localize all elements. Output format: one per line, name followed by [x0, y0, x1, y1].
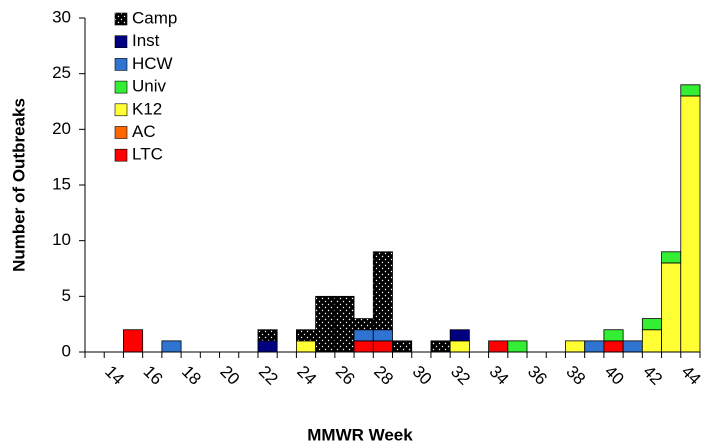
- y-tick-label: 10: [52, 230, 71, 249]
- x-tick-label: 42: [639, 362, 666, 389]
- legend-label: Univ: [132, 77, 167, 96]
- bar-segment: [161, 340, 182, 353]
- x-tick-label: 28: [370, 362, 397, 389]
- y-tick-label: 20: [52, 119, 71, 138]
- bar-segment: [353, 329, 374, 342]
- x-tick-label: 20: [216, 362, 243, 389]
- x-axis-label: MMWR Week: [307, 425, 413, 444]
- legend-swatch: [114, 148, 128, 162]
- legend-swatch: [114, 58, 128, 71]
- legend-label: AC: [132, 122, 156, 141]
- bar-segment: [257, 340, 278, 353]
- x-tick-label: 24: [293, 362, 320, 389]
- bar-segment: [622, 340, 643, 353]
- legend-swatch: [114, 126, 128, 139]
- legend-label: Inst: [132, 31, 160, 50]
- x-tick-label: 32: [447, 362, 474, 389]
- bar-segment: [449, 340, 470, 353]
- bar-segment: [680, 95, 701, 353]
- bar-segment: [353, 318, 374, 331]
- bar-segment: [603, 329, 624, 342]
- bar-segment: [123, 329, 144, 353]
- bar-segment: [584, 340, 605, 353]
- legend-swatch: [114, 12, 128, 26]
- legend-swatch: [114, 35, 128, 49]
- y-tick-label: 0: [62, 341, 71, 360]
- legend-swatch: [114, 103, 128, 117]
- bar-segment: [296, 340, 317, 353]
- bar-segment: [661, 262, 682, 353]
- x-tick-label: 44: [678, 362, 701, 389]
- x-tick-label: 34: [486, 362, 513, 389]
- x-tick-label: 18: [178, 362, 205, 389]
- x-tick-label: 38: [562, 362, 589, 389]
- bar-segment: [507, 340, 528, 353]
- bar-segment: [603, 340, 624, 353]
- x-tick-label: 16: [140, 362, 167, 389]
- y-tick-label: 25: [52, 63, 71, 82]
- bar-segment: [315, 295, 336, 353]
- bar-segment: [449, 329, 470, 342]
- bar-segment: [372, 329, 393, 342]
- bar-segment: [353, 340, 374, 353]
- bar-segment: [372, 340, 393, 353]
- bar-segment: [488, 340, 509, 353]
- bar-segment: [641, 329, 662, 353]
- bar-segment: [257, 329, 278, 342]
- y-tick-label: 30: [52, 7, 71, 26]
- x-tick-label: 26: [332, 362, 359, 389]
- bar-segment: [430, 340, 451, 353]
- bar-segment: [296, 329, 317, 342]
- y-tick-label: 5: [62, 286, 71, 305]
- y-axis-label: Number of Outbreaks: [9, 98, 28, 272]
- legend-label: Camp: [132, 8, 177, 27]
- bar-segment: [565, 340, 586, 353]
- bar-segment: [372, 251, 393, 331]
- bar-segment: [680, 84, 701, 97]
- legend-swatch: [114, 80, 128, 94]
- bar-segment: [334, 295, 355, 353]
- bar-segment: [661, 251, 682, 264]
- bar-segment: [641, 318, 662, 331]
- legend-label: K12: [132, 99, 162, 118]
- bar-segment: [392, 340, 413, 353]
- x-tick-label: 40: [601, 362, 628, 389]
- legend-label: LTC: [132, 145, 163, 164]
- y-tick-label: 15: [52, 174, 71, 193]
- x-tick-label: 14: [101, 362, 128, 389]
- x-tick-label: 36: [524, 362, 551, 389]
- legend-label: HCW: [132, 54, 173, 73]
- x-tick-label: 22: [255, 362, 282, 389]
- x-tick-label: 30: [409, 362, 436, 389]
